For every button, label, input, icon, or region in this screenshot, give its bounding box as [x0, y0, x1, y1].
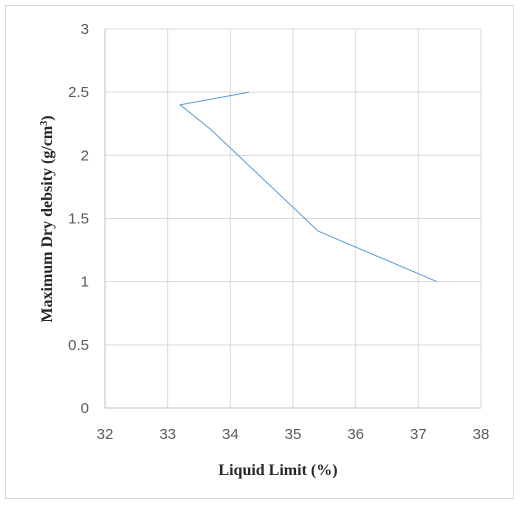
x-tick-labels: 32 33 34 35 36 37 38 [97, 426, 490, 443]
x-tick-label: 35 [285, 426, 302, 443]
x-tick-label: 33 [159, 426, 176, 443]
y-tick-label: 0.5 [68, 337, 89, 354]
y-tick-label: 2.5 [68, 84, 89, 101]
axes [104, 29, 481, 409]
y-tick-label: 3 [81, 21, 89, 38]
gridlines [105, 28, 482, 409]
y-axis-title: Maximum Dry debsity (g/cm3) [39, 115, 57, 322]
y-tick-labels: 0 0.5 1 1.5 2 2.5 3 [68, 21, 89, 417]
y-tick-label: 0 [81, 400, 89, 417]
series-line [179, 91, 438, 283]
x-tick-label: 34 [222, 426, 239, 443]
x-axis-title: Liquid Limit (%) [218, 462, 337, 479]
y-tick-label: 1.5 [68, 211, 89, 228]
y-tick-label: 2 [81, 147, 89, 164]
y-axis-title-main: Maximum Dry debsity (g/cm [39, 125, 56, 323]
y-axis-title-end: ) [39, 115, 56, 120]
x-tick-label: 37 [410, 426, 427, 443]
x-tick-label: 32 [97, 426, 114, 443]
y-axis-title-sup: 3 [39, 121, 50, 126]
x-tick-label: 38 [473, 426, 490, 443]
x-tick-label: 36 [347, 426, 364, 443]
series-layer [179, 91, 438, 283]
chart-frame [5, 5, 514, 499]
y-tick-label: 1 [81, 274, 89, 291]
